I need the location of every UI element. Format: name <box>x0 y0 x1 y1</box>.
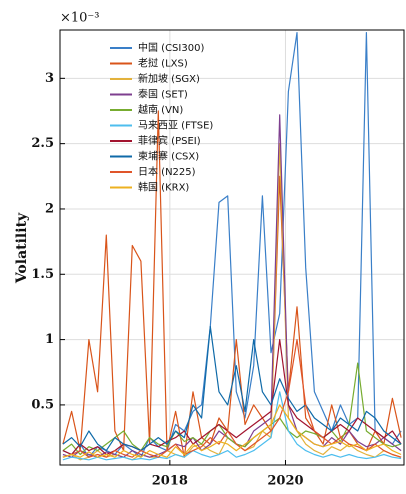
series-line <box>62 339 402 458</box>
series-line <box>62 391 402 461</box>
legend-label: 菲律宾 (PSEI) <box>138 134 201 147</box>
legend-label: 韩国 (KRX) <box>138 181 189 194</box>
series-line <box>62 32 402 458</box>
x-tick-label: 2018 <box>152 474 188 489</box>
legend-label: 越南 (VN) <box>138 103 183 116</box>
y-axis-label: Volatility <box>14 212 30 284</box>
series-line <box>62 362 402 456</box>
series-line <box>62 325 402 452</box>
legend-label: 新加坡 (SGX) <box>138 72 200 85</box>
series-line <box>62 404 402 458</box>
y-tick-label: 2.5 <box>31 136 54 151</box>
legend-label: 中国 (CSI300) <box>138 41 204 54</box>
y-tick-label: 1 <box>45 332 54 347</box>
y-tick-label: 3 <box>45 71 54 86</box>
y-tick-label: 2 <box>45 201 54 216</box>
series-line <box>62 339 402 456</box>
legend-label: 马来西亚 (FTSE) <box>138 120 213 132</box>
legend-label: 柬埔寨 (CSX) <box>138 150 199 163</box>
plot-frame <box>59 29 405 466</box>
legend-label: 泰国 (SET) <box>138 88 188 101</box>
x-tick-label: 2020 <box>267 474 303 489</box>
y-tick-label: 0.5 <box>31 397 54 412</box>
y-tick-label: 1.5 <box>31 267 54 282</box>
legend-label: 日本 (N225) <box>138 165 196 178</box>
y-scale-label: ×10⁻³ <box>60 11 100 26</box>
legend-label: 老挝 (LXS) <box>138 57 188 70</box>
